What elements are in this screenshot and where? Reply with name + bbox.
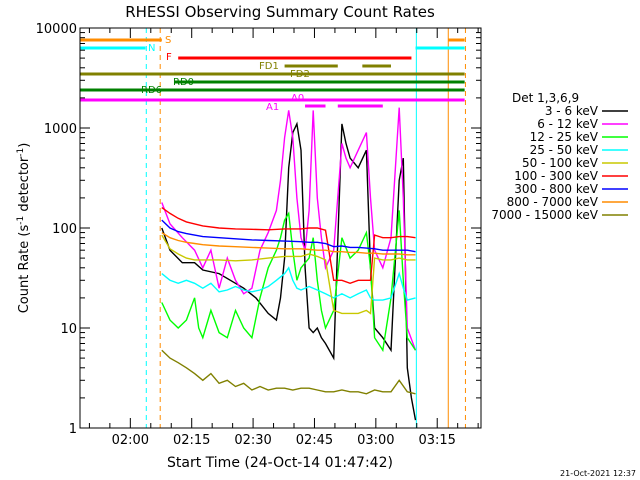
legend-label: 25 - 50 keV xyxy=(530,143,599,157)
series-line-25-50-kev xyxy=(161,266,416,301)
flag-label-fd2: FD2 xyxy=(290,69,310,80)
chart-title: RHESSI Observing Summary Count Rates xyxy=(125,3,435,21)
x-tick-label: 02:15 xyxy=(173,433,210,448)
legend-label: 100 - 300 keV xyxy=(514,169,598,183)
y-tick-label: 10000 xyxy=(36,22,77,37)
y-axis-label: Count Rate (s-1 detector-1) xyxy=(16,143,32,314)
series-line-100-300-kev xyxy=(161,207,416,285)
legend-label: 6 - 12 keV xyxy=(537,117,599,131)
x-tick-label: 03:00 xyxy=(357,433,394,448)
flag-label-f: F xyxy=(166,52,172,63)
series-line-7000-15000-kev xyxy=(161,349,416,395)
flag-label-rd6: RD6 xyxy=(141,85,162,96)
flag-label-s: S xyxy=(165,35,171,46)
flag-label-a0: A0 xyxy=(291,93,304,104)
x-tick-label: 02:30 xyxy=(234,433,271,448)
y-tick-label: 1 xyxy=(69,422,77,437)
legend-label: 300 - 800 keV xyxy=(514,182,598,196)
series-line-50-100-kev xyxy=(161,234,416,315)
series-line-3-6-kev xyxy=(161,121,417,421)
footer-timestamp: 21-Oct-2021 12:37 xyxy=(560,469,636,478)
x-axis-label: Start Time (24-Oct-14 01:47:42) xyxy=(167,455,393,471)
series-line-6-12-kev xyxy=(161,107,417,351)
series-line-12-25-kev xyxy=(161,210,417,353)
legend-label: 50 - 100 keV xyxy=(522,156,599,170)
legend-label: 3 - 6 keV xyxy=(545,104,599,118)
x-tick-label: 02:00 xyxy=(112,433,149,448)
legend-label: 800 - 7000 keV xyxy=(507,195,599,209)
flag-label-rd0: RD0 xyxy=(173,77,194,88)
series-line-300-800-kev xyxy=(161,219,416,253)
x-tick-label: 02:45 xyxy=(296,433,333,448)
flag-label-n: N xyxy=(148,43,155,54)
y-tick-label: 1000 xyxy=(44,122,77,137)
flag-label-fd1: FD1 xyxy=(259,61,279,72)
x-tick-label: 03:15 xyxy=(418,433,455,448)
y-tick-label: 100 xyxy=(52,222,77,237)
flag-label-a1: A1 xyxy=(266,102,279,113)
y-tick-label: 10 xyxy=(60,322,77,337)
legend-title: Det 1,3,6,9 xyxy=(512,91,579,105)
legend-label: 12 - 25 keV xyxy=(530,130,599,144)
legend-label: 7000 - 15000 keV xyxy=(491,208,598,222)
series-line-800-7000-kev xyxy=(161,232,416,256)
